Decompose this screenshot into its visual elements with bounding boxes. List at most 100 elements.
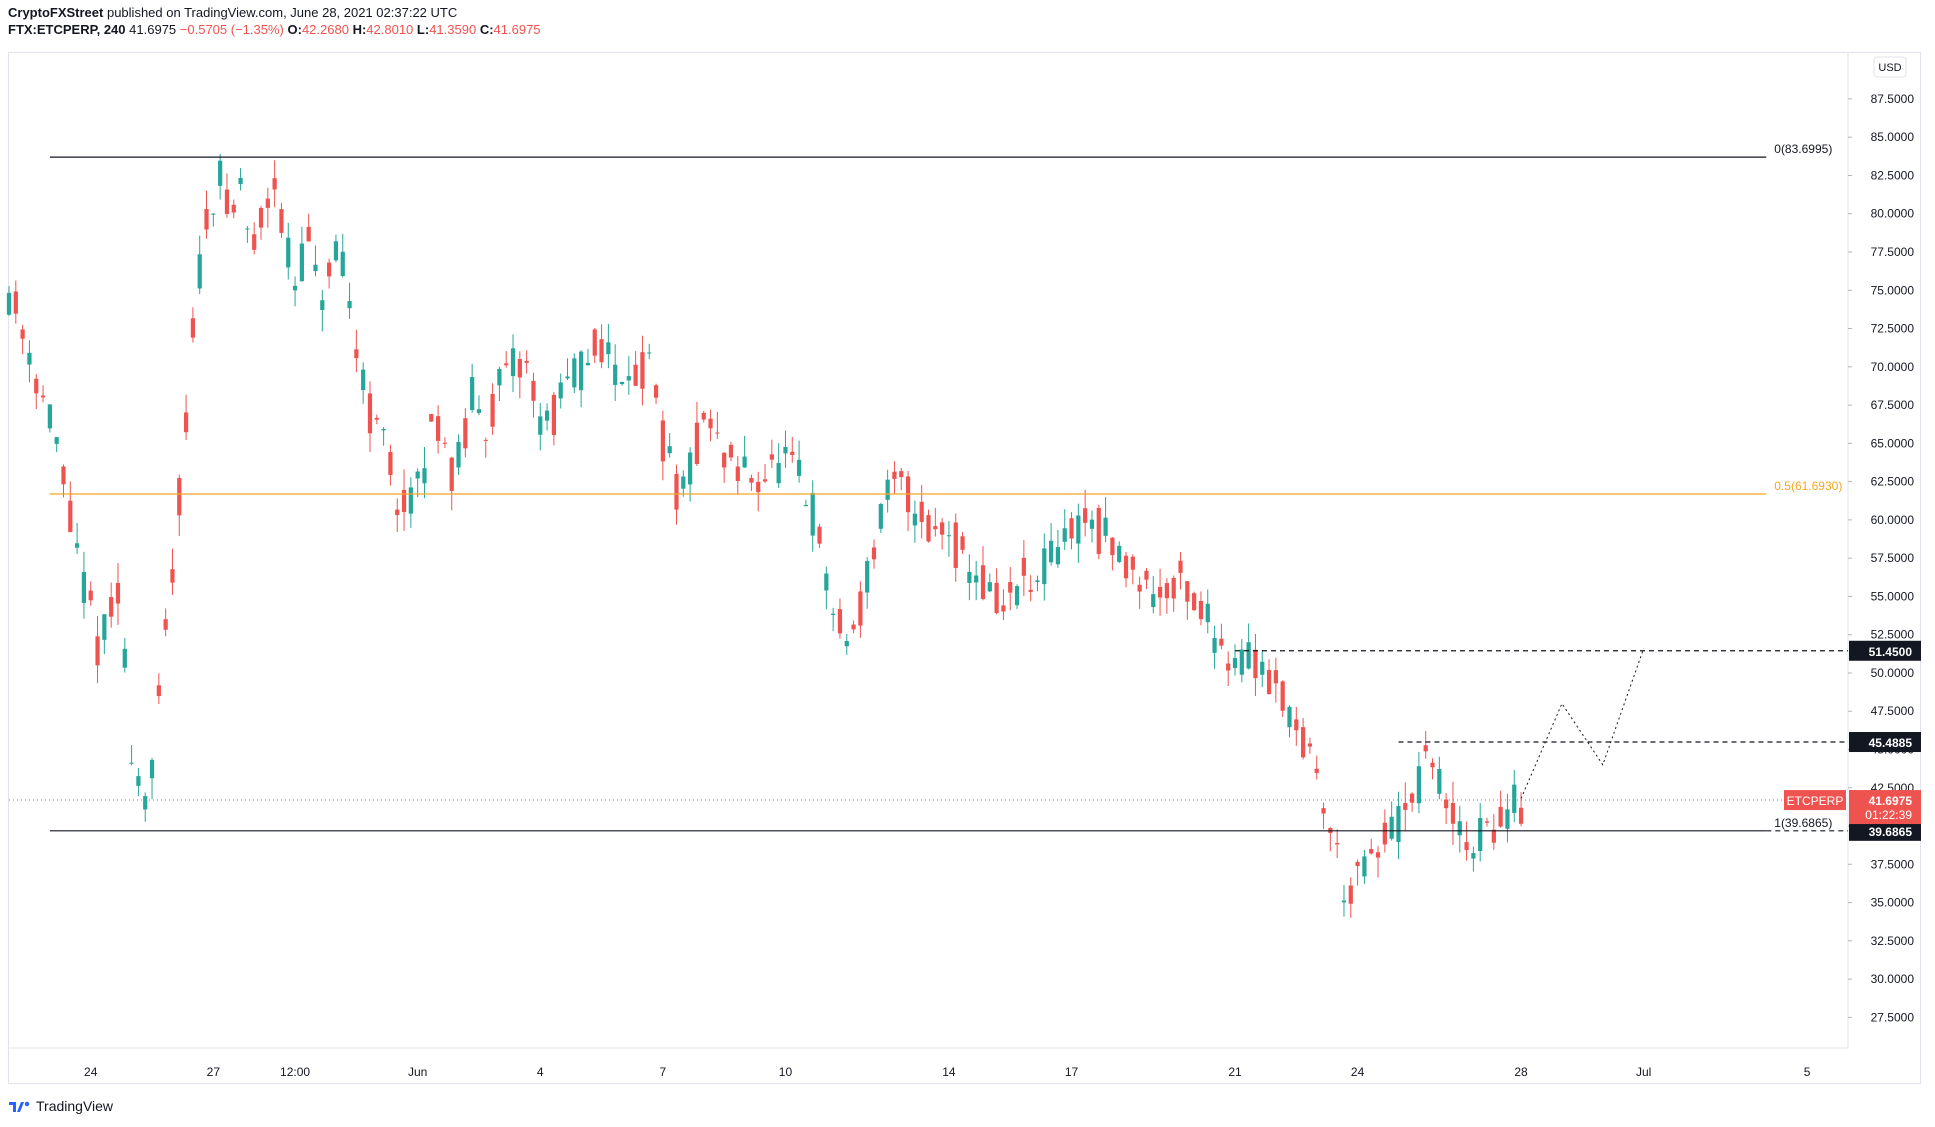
- candle-body: [592, 329, 597, 356]
- candle-body: [1028, 589, 1033, 592]
- candle-body: [354, 349, 359, 359]
- candle-body: [1001, 605, 1006, 612]
- x-tick-label: Jun: [408, 1065, 427, 1079]
- candle-body: [1021, 557, 1026, 576]
- y-tick-label: 77.5000: [1871, 245, 1915, 259]
- candle-body: [129, 762, 134, 764]
- chart-header: CryptoFXStreet published on TradingView.…: [8, 4, 541, 38]
- candle-body: [803, 505, 809, 507]
- price-axis[interactable]: USD27.500030.000032.500035.000037.500040…: [1848, 56, 1915, 1024]
- candle-body: [960, 536, 965, 550]
- candle-body: [81, 572, 87, 604]
- candle-body: [626, 376, 631, 381]
- y-tick-label: 37.5000: [1871, 857, 1915, 871]
- candle-body: [163, 619, 168, 630]
- chart-frame: [8, 52, 1921, 1084]
- x-tick-label: 12:00: [280, 1065, 310, 1079]
- candle-body: [340, 251, 345, 276]
- symbol-label[interactable]: FTX:ETCPERP, 240: [8, 22, 126, 37]
- candle-body: [245, 228, 250, 230]
- time-axis[interactable]: 24 27 12:00 Jun 4 7 10 14 17 21 24 28 Jul 5: [84, 1065, 1811, 1079]
- x-tick-label: 17: [1065, 1065, 1079, 1079]
- candle-body: [252, 234, 257, 250]
- candle-body: [728, 444, 734, 458]
- candle-body: [442, 442, 448, 444]
- candle-body: [435, 416, 441, 441]
- candles: [6, 153, 1524, 918]
- candle-body: [54, 437, 59, 444]
- candle-body: [333, 241, 339, 261]
- price-badge: [1849, 732, 1921, 753]
- candle-body: [919, 501, 924, 522]
- candle-body: [1491, 829, 1496, 843]
- candle-body: [980, 565, 986, 600]
- high-label: H:: [352, 22, 367, 37]
- candle-body: [1321, 808, 1326, 814]
- candle-body: [109, 597, 114, 617]
- candle-body: [272, 178, 277, 190]
- candle-body: [967, 571, 972, 583]
- candle-body: [1042, 548, 1047, 585]
- candle-body: [994, 582, 999, 614]
- y-tick-label: 30.0000: [1871, 972, 1915, 986]
- candle-body: [762, 479, 768, 482]
- candle-body: [1178, 560, 1183, 573]
- y-tick-label: 35.0000: [1871, 896, 1915, 910]
- candle-body: [824, 573, 829, 591]
- candle-body: [149, 759, 155, 779]
- price-badges: 51.4500 45.4885 39.6865 ETCPERP 41.697501:22…: [1784, 640, 1921, 841]
- candle-body: [279, 209, 284, 233]
- candle-body: [715, 432, 720, 434]
- y-tick-label: 62.5000: [1871, 475, 1915, 489]
- candle-body: [953, 522, 958, 568]
- publish-info: published on TradingView.com, June 28, 2…: [103, 5, 458, 20]
- candle-body: [1185, 581, 1190, 602]
- candle-body: [136, 776, 141, 786]
- candle-body: [1219, 638, 1224, 646]
- candle-body: [327, 262, 332, 277]
- candle-body: [1314, 768, 1319, 773]
- candle-body: [1246, 642, 1251, 669]
- candle-body: [1450, 803, 1456, 824]
- candle-body: [531, 380, 536, 401]
- candle-body: [1471, 853, 1476, 859]
- candle-body: [1273, 670, 1278, 684]
- y-tick-label: 55.0000: [1871, 589, 1915, 603]
- candle-body: [1192, 593, 1197, 611]
- x-tick-label: 4: [537, 1065, 544, 1079]
- candle-body: [742, 456, 747, 468]
- publisher-name[interactable]: CryptoFXStreet: [8, 5, 104, 20]
- candle-body: [1130, 556, 1135, 570]
- candle-body: [790, 451, 795, 456]
- low-value: 41.3590: [429, 22, 477, 37]
- candle-body: [490, 394, 495, 427]
- fib-level-label: 0.5(61.6930): [1774, 479, 1842, 493]
- candle-body: [1457, 821, 1462, 836]
- candle-body: [1348, 885, 1353, 904]
- grid: [9, 53, 1849, 1049]
- candle-body: [265, 198, 270, 208]
- candle-body: [667, 446, 672, 454]
- candle-body: [1423, 745, 1428, 752]
- price-chart[interactable]: 0(83.6995) 0.5(61.6930) 1(39.6865) USD 27.5…: [0, 0, 1935, 1090]
- candle-body: [817, 526, 822, 544]
- footer[interactable]: TradingView: [8, 1098, 113, 1114]
- y-tick-label: 87.5000: [1871, 92, 1915, 106]
- candle-body: [851, 624, 856, 630]
- candle-body: [858, 591, 863, 626]
- candle-body: [776, 463, 781, 484]
- candle-body: [1171, 577, 1176, 599]
- y-tick-label: 52.5000: [1871, 628, 1915, 642]
- candle-body: [415, 471, 420, 479]
- candle-body: [1266, 669, 1272, 694]
- candle-body: [585, 362, 591, 366]
- candle-body: [599, 339, 604, 363]
- candle-body: [115, 582, 121, 604]
- candle-body: [619, 382, 625, 385]
- candle-body: [538, 416, 543, 435]
- x-tick-label: 5: [1804, 1065, 1811, 1079]
- candle-body: [1226, 663, 1231, 671]
- candle-body: [735, 466, 740, 482]
- candle-body: [1280, 681, 1285, 711]
- x-tick-label: Jul: [1636, 1065, 1651, 1079]
